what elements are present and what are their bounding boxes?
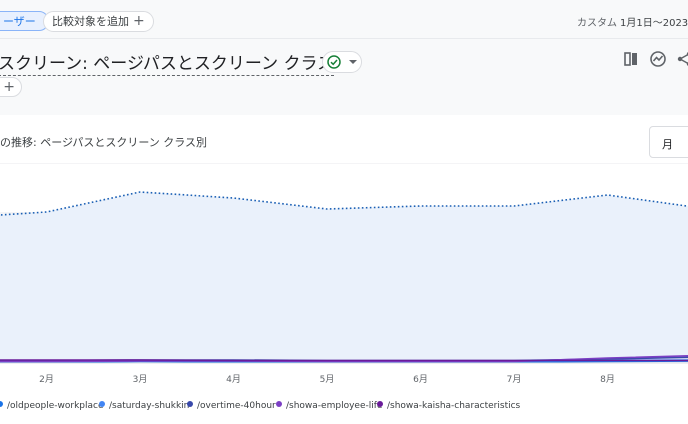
- date-range-picker[interactable]: 1月1日〜2023年: [620, 18, 688, 29]
- x-tick-label: 6月: [413, 374, 428, 385]
- legend-label: /overtime-40hour: [197, 401, 276, 411]
- series-line: [0, 359, 688, 362]
- user-segment-label: ーザー: [3, 15, 36, 28]
- chevron-down-icon: [349, 60, 357, 64]
- period-select[interactable]: 月: [649, 126, 688, 158]
- page-title[interactable]: スクリーン: ページパスとスクリーン クラス: [0, 49, 335, 76]
- legend-dot-icon: [99, 401, 105, 407]
- legend-item[interactable]: /showa-kaisha-characteristics: [377, 401, 520, 411]
- legend-dot-icon: [0, 401, 3, 407]
- legend-dot-icon: [276, 401, 282, 407]
- chart-card: の推移: ページパスとスクリーン クラス別 月 2月 3月 4月 5月 6月 7月 8月: [0, 115, 688, 424]
- compare-columns-icon[interactable]: [622, 50, 640, 68]
- total-area: [0, 192, 688, 363]
- chart-title: の推移: ページパスとスクリーン クラス別: [0, 136, 208, 149]
- date-custom-label: カスタム: [577, 18, 617, 29]
- plus-icon: +: [133, 13, 145, 29]
- x-tick-label: 7月: [507, 374, 522, 385]
- add-filter-button[interactable]: +: [0, 77, 22, 97]
- legend-item[interactable]: /showa-employee-life: [276, 401, 382, 411]
- plus-icon: +: [3, 79, 15, 95]
- report-header: スクリーン: ページパスとスクリーン クラス +: [0, 38, 688, 116]
- legend-item[interactable]: /saturday-shukkin: [99, 401, 189, 411]
- legend-label: /showa-employee-life: [286, 401, 383, 411]
- x-tick-label: 4月: [226, 374, 241, 385]
- period-select-value: 月: [662, 138, 673, 151]
- insights-icon[interactable]: [649, 50, 667, 68]
- line-chart: 2月 3月 4月 5月 6月 7月 8月: [0, 163, 688, 385]
- legend-item[interactable]: /oldpeople-workplace: [0, 401, 104, 411]
- x-tick-label: 8月: [600, 374, 615, 385]
- series-line: [0, 355, 688, 363]
- legend-dot-icon: [377, 401, 383, 407]
- legend-item[interactable]: /overtime-40hour: [187, 401, 276, 411]
- legend-label: /showa-kaisha-characteristics: [387, 401, 521, 411]
- x-tick-label: 2月: [39, 374, 54, 385]
- share-icon[interactable]: [676, 50, 688, 68]
- x-tick-label: 5月: [320, 374, 335, 385]
- x-tick-label: 3月: [133, 374, 148, 385]
- add-comparison-label: 比較対象を追加: [52, 15, 129, 28]
- legend-label: /oldpeople-workplace: [7, 401, 104, 411]
- add-comparison-button[interactable]: 比較対象を追加 +: [43, 11, 154, 32]
- legend-label: /saturday-shukkin: [109, 401, 190, 411]
- top-bar: ーザー 比較対象を追加 + カスタム 1月1日〜2023年: [0, 0, 688, 38]
- total-line: [0, 191, 688, 216]
- user-segment-chip[interactable]: ーザー: [0, 11, 49, 31]
- check-circle-icon: [327, 55, 341, 69]
- legend-dot-icon: [187, 401, 193, 407]
- chart-legend: /oldpeople-workplace/saturday-shukkin/ov…: [0, 401, 688, 415]
- report-status-dropdown[interactable]: [322, 51, 362, 73]
